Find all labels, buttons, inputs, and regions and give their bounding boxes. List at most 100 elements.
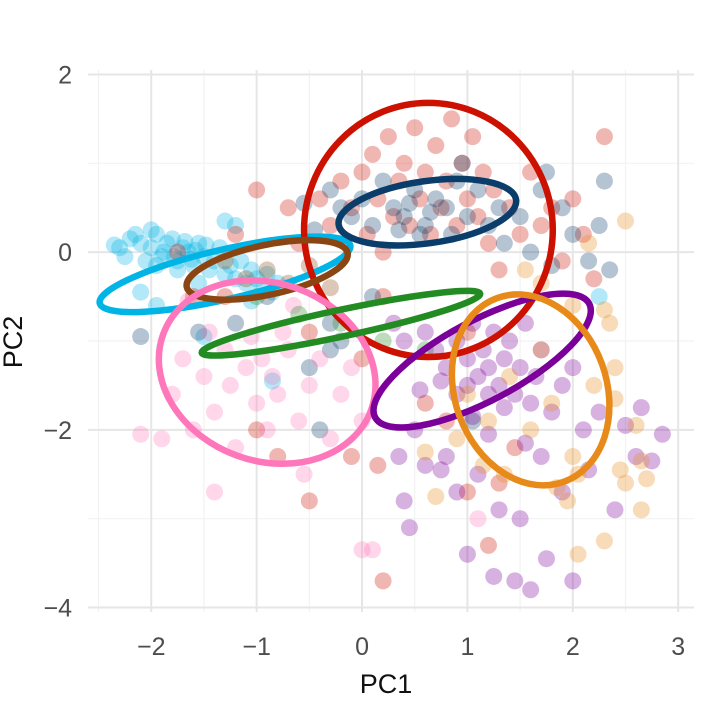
data-point-group-7 xyxy=(506,572,524,590)
data-point-group-2 xyxy=(469,208,487,226)
data-point-group-2 xyxy=(448,216,466,234)
data-point-group-2 xyxy=(574,225,592,243)
data-point-group-2 xyxy=(490,261,508,279)
data-point-group-4 xyxy=(258,261,276,279)
data-point-group-3 xyxy=(321,341,339,359)
data-point-group-5 xyxy=(132,425,150,443)
data-point-group-5 xyxy=(269,385,287,403)
data-point-group-2 xyxy=(432,199,450,217)
data-point-group-2 xyxy=(458,483,476,501)
data-point-group-2 xyxy=(406,119,424,137)
data-point-group-8 xyxy=(458,385,476,403)
confidence-ellipse-group-4 xyxy=(183,236,351,303)
data-point-group-3 xyxy=(190,323,208,341)
x-tick-label: −2 xyxy=(137,633,166,661)
y-axis-label: PC2 xyxy=(0,316,28,369)
data-point-group-7 xyxy=(416,323,434,341)
data-point-group-2 xyxy=(227,225,245,243)
data-point-group-1 xyxy=(190,274,208,292)
data-point-group-7 xyxy=(469,465,487,483)
data-point-group-7 xyxy=(522,394,540,412)
data-point-group-1 xyxy=(105,236,123,254)
data-point-group-1 xyxy=(142,239,160,257)
data-point-group-1 xyxy=(190,234,208,252)
data-point-group-5 xyxy=(469,510,487,528)
data-point-group-7 xyxy=(458,376,476,394)
data-point-group-8 xyxy=(501,368,519,386)
data-point-group-7 xyxy=(522,581,540,599)
data-point-group-8 xyxy=(569,545,587,563)
data-point-group-2 xyxy=(464,128,482,146)
data-point-group-3 xyxy=(490,199,508,217)
data-point-group-8 xyxy=(616,212,634,230)
data-point-group-7 xyxy=(590,403,608,421)
data-point-group-7 xyxy=(479,359,497,377)
data-point-group-2 xyxy=(364,145,382,163)
data-point-group-2 xyxy=(279,199,297,217)
data-point-group-8 xyxy=(522,421,540,439)
data-point-group-7 xyxy=(437,448,455,466)
data-point-group-5 xyxy=(205,403,223,421)
data-point-group-3 xyxy=(300,359,318,377)
data-point-group-3 xyxy=(400,194,418,212)
data-point-group-5 xyxy=(311,350,329,368)
data-point-group-3 xyxy=(132,328,150,346)
data-point-group-1 xyxy=(590,288,608,306)
data-point-group-7 xyxy=(448,483,466,501)
data-point-group-2 xyxy=(506,439,524,457)
data-point-group-2 xyxy=(453,154,471,172)
data-point-group-7 xyxy=(395,332,413,350)
data-point-group-2 xyxy=(353,163,371,181)
data-point-group-2 xyxy=(300,492,318,510)
data-point-group-5 xyxy=(332,385,350,403)
data-point-group-5 xyxy=(237,359,255,377)
data-point-group-7 xyxy=(490,501,508,519)
confidence-ellipse-group-3 xyxy=(335,175,520,249)
data-point-group-2 xyxy=(248,181,266,199)
confidence-ellipse-group-6 xyxy=(198,287,484,359)
data-point-group-7 xyxy=(495,399,513,417)
data-point-group-7 xyxy=(543,403,561,421)
data-point-group-8 xyxy=(427,487,445,505)
data-point-group-5 xyxy=(274,323,292,341)
data-point-group-8 xyxy=(559,492,577,510)
data-point-group-3 xyxy=(511,208,529,226)
data-point-group-7 xyxy=(574,421,592,439)
x-tick-label: 3 xyxy=(671,633,685,661)
data-point-group-1 xyxy=(158,234,176,252)
data-point-group-7 xyxy=(400,519,418,537)
data-point-group-7 xyxy=(553,483,571,501)
x-tick-label: 1 xyxy=(460,633,474,661)
data-point-group-5 xyxy=(195,368,213,386)
data-point-group-3 xyxy=(227,314,245,332)
data-point-group-3 xyxy=(427,190,445,208)
data-point-group-1 xyxy=(232,252,250,270)
y-tick-labels: 2 0 −2 −4 xyxy=(43,61,72,622)
data-point-group-7 xyxy=(501,332,519,350)
data-point-group-7 xyxy=(432,461,450,479)
data-point-group-8 xyxy=(416,443,434,461)
data-point-group-8 xyxy=(543,394,561,412)
data-point-group-7 xyxy=(516,434,534,452)
data-point-group-7 xyxy=(495,350,513,368)
data-point-group-2 xyxy=(416,163,434,181)
data-point-group-3 xyxy=(321,181,339,199)
data-point-group-2 xyxy=(585,270,603,288)
data-point-group-7 xyxy=(537,550,555,568)
data-point-group-3 xyxy=(311,421,329,439)
data-point-group-5 xyxy=(263,368,281,386)
data-point-group-7 xyxy=(469,368,487,386)
data-point-group-3 xyxy=(553,199,571,217)
data-point-group-1 xyxy=(216,212,234,230)
data-point-group-8 xyxy=(516,261,534,279)
data-point-group-2 xyxy=(422,225,440,243)
data-point-group-2 xyxy=(511,225,529,243)
data-point-group-1 xyxy=(176,232,194,250)
data-point-group-1 xyxy=(216,265,234,283)
data-point-group-7 xyxy=(458,545,476,563)
data-point-group-7 xyxy=(511,359,529,377)
data-point-group-2 xyxy=(300,323,318,341)
data-point-group-2 xyxy=(458,190,476,208)
data-point-group-1 xyxy=(126,225,144,243)
